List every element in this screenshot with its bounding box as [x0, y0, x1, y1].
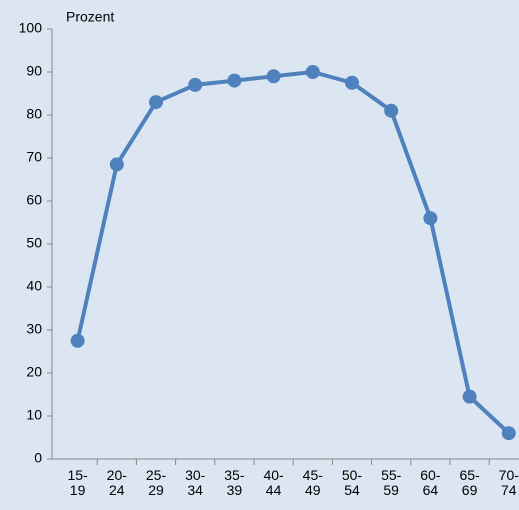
marker — [305, 65, 320, 79]
marker — [462, 389, 477, 404]
y-tick-label: 70 — [26, 149, 42, 165]
y-tick-label: 60 — [26, 192, 42, 208]
marker — [227, 73, 242, 88]
x-tick-label: 20-24 — [106, 467, 127, 498]
marker — [149, 95, 163, 110]
marker — [188, 77, 203, 92]
x-tick-label: 55-59 — [381, 467, 402, 498]
x-tick-label: 40-44 — [263, 467, 284, 498]
y-tick-label: 80 — [26, 106, 42, 122]
x-tick-label: 15-19 — [67, 467, 88, 498]
x-tick-label: 30-34 — [185, 467, 206, 498]
y-tick-label: 100 — [19, 20, 43, 36]
x-tick-label: 60-64 — [420, 467, 441, 498]
marker — [345, 75, 359, 90]
x-tick-label: 25-29 — [145, 467, 167, 498]
marker — [501, 426, 516, 441]
y-tick-label: 10 — [26, 407, 42, 423]
y-axis-label: Prozent — [66, 9, 114, 25]
marker — [266, 69, 281, 84]
y-tick-label: 0 — [34, 450, 42, 466]
marker — [423, 211, 438, 226]
y-tick-label: 50 — [26, 235, 42, 251]
x-tick-label: 65-69 — [459, 467, 480, 498]
marker — [109, 157, 124, 172]
y-tick-label: 20 — [26, 364, 42, 380]
marker — [384, 103, 399, 118]
y-tick-label: 30 — [26, 321, 42, 337]
y-tick-label: 40 — [26, 278, 42, 294]
marker — [70, 333, 85, 348]
x-tick-label: 50-54 — [341, 467, 363, 498]
line — [75, 70, 511, 435]
y-tick-label: 90 — [26, 63, 42, 79]
x-tick-label: 45-49 — [302, 467, 323, 498]
x-tick-label: 70-74 — [498, 467, 519, 498]
x-tick-label: 35-39 — [224, 467, 245, 498]
